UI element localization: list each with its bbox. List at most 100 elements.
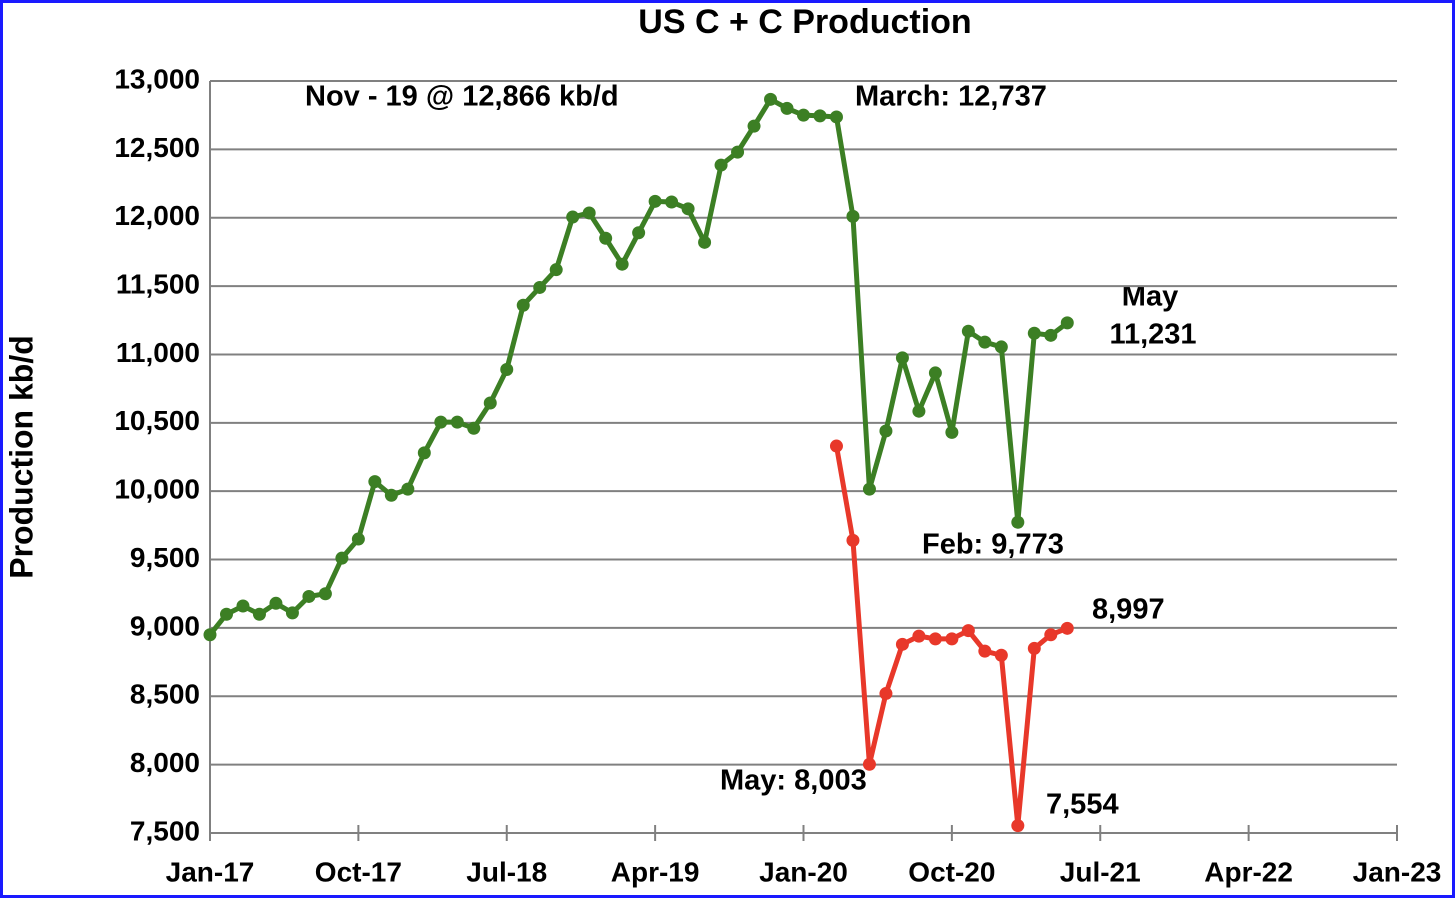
data-point [747, 119, 761, 133]
data-point [384, 488, 398, 502]
data-point [285, 606, 299, 620]
data-point [401, 482, 415, 496]
x-tick-label: Jan-20 [759, 856, 848, 887]
data-point [1011, 819, 1025, 833]
data-point [945, 632, 959, 646]
data-point [846, 533, 860, 547]
data-point [1060, 621, 1074, 635]
data-point [978, 644, 992, 658]
data-point [269, 596, 283, 610]
y-tick-label: 8,000 [130, 747, 200, 778]
data-point [780, 101, 794, 115]
data-point [978, 335, 992, 349]
data-point [566, 210, 580, 224]
data-point [467, 421, 481, 435]
data-point [665, 195, 679, 209]
x-tick-label: Jan-17 [166, 856, 255, 887]
y-tick-label: 8,500 [130, 679, 200, 710]
y-tick-label: 10,500 [114, 405, 200, 436]
annotation: 8,997 [1092, 594, 1165, 626]
x-tick-label: Jul-21 [1060, 856, 1141, 887]
data-point [483, 396, 497, 410]
data-point [648, 194, 662, 208]
data-point [1060, 316, 1074, 330]
data-point [928, 366, 942, 380]
data-point [994, 648, 1008, 662]
data-point [829, 439, 843, 453]
data-point [1044, 328, 1058, 342]
y-axis-label: Production kb/d [3, 335, 39, 579]
data-point [912, 404, 926, 418]
data-point [879, 424, 893, 438]
y-tick-label: 7,500 [130, 815, 200, 846]
data-point [599, 231, 613, 245]
y-tick-label: 12,000 [114, 200, 200, 231]
data-point [582, 206, 596, 220]
chart-title: US C + C Production [638, 3, 971, 41]
y-tick-label: 9,500 [130, 542, 200, 573]
data-point [203, 628, 217, 642]
y-tick-label: 13,000 [114, 63, 200, 94]
data-point [961, 624, 975, 638]
data-point [895, 351, 909, 365]
data-point [714, 158, 728, 172]
data-point [681, 202, 695, 216]
data-point [731, 145, 745, 159]
data-point [764, 92, 778, 106]
data-point [632, 226, 646, 240]
data-point [829, 110, 843, 124]
annotation: 7,554 [1046, 789, 1119, 821]
y-tick-label: 11,500 [116, 268, 200, 299]
data-point [928, 632, 942, 646]
x-tick-label: Apr-19 [611, 856, 700, 887]
annotation: 11,231 [1109, 319, 1196, 351]
data-point [879, 687, 893, 701]
data-point [1027, 326, 1041, 340]
data-point [549, 263, 563, 277]
data-point [219, 607, 233, 621]
data-point [1044, 628, 1058, 642]
data-point [797, 108, 810, 122]
y-tick-label: 12,500 [114, 132, 200, 163]
data-point [500, 362, 514, 376]
x-tick-label: Oct-20 [908, 856, 995, 887]
data-point [912, 629, 926, 643]
y-tick-label: 11,000 [116, 337, 200, 368]
annotation: May: 8,003 [720, 765, 867, 797]
data-point [516, 298, 530, 312]
data-point [862, 757, 876, 771]
data-point [533, 280, 547, 294]
data-point [895, 637, 909, 651]
data-point [961, 324, 975, 338]
data-point [862, 482, 876, 496]
annotation: March: 12,737 [855, 81, 1047, 113]
x-tick-label: Jan-23 [1353, 856, 1442, 887]
data-point [813, 109, 827, 123]
annotation: Nov - 19 @ 12,866 kb/d [305, 81, 619, 113]
data-point [846, 209, 860, 223]
data-point [236, 599, 250, 613]
data-point [318, 587, 332, 601]
data-point [417, 446, 431, 460]
x-tick-label: Jul-18 [466, 856, 547, 887]
data-point [994, 340, 1008, 354]
annotation: Feb: 9,773 [922, 529, 1064, 561]
data-point [698, 235, 712, 249]
data-point [615, 257, 629, 271]
data-point [1027, 641, 1041, 655]
data-point [335, 551, 349, 565]
data-point [351, 532, 365, 546]
x-tick-label: Oct-17 [315, 856, 402, 887]
data-point [1011, 515, 1025, 529]
data-point [368, 475, 382, 489]
y-tick-label: 9,000 [130, 610, 200, 641]
data-point [945, 425, 959, 439]
data-point [302, 589, 316, 603]
data-point [252, 607, 266, 621]
data-point [450, 415, 464, 429]
x-tick-label: Apr-22 [1204, 856, 1293, 887]
y-tick-label: 10,000 [114, 474, 200, 505]
data-point [434, 415, 448, 429]
